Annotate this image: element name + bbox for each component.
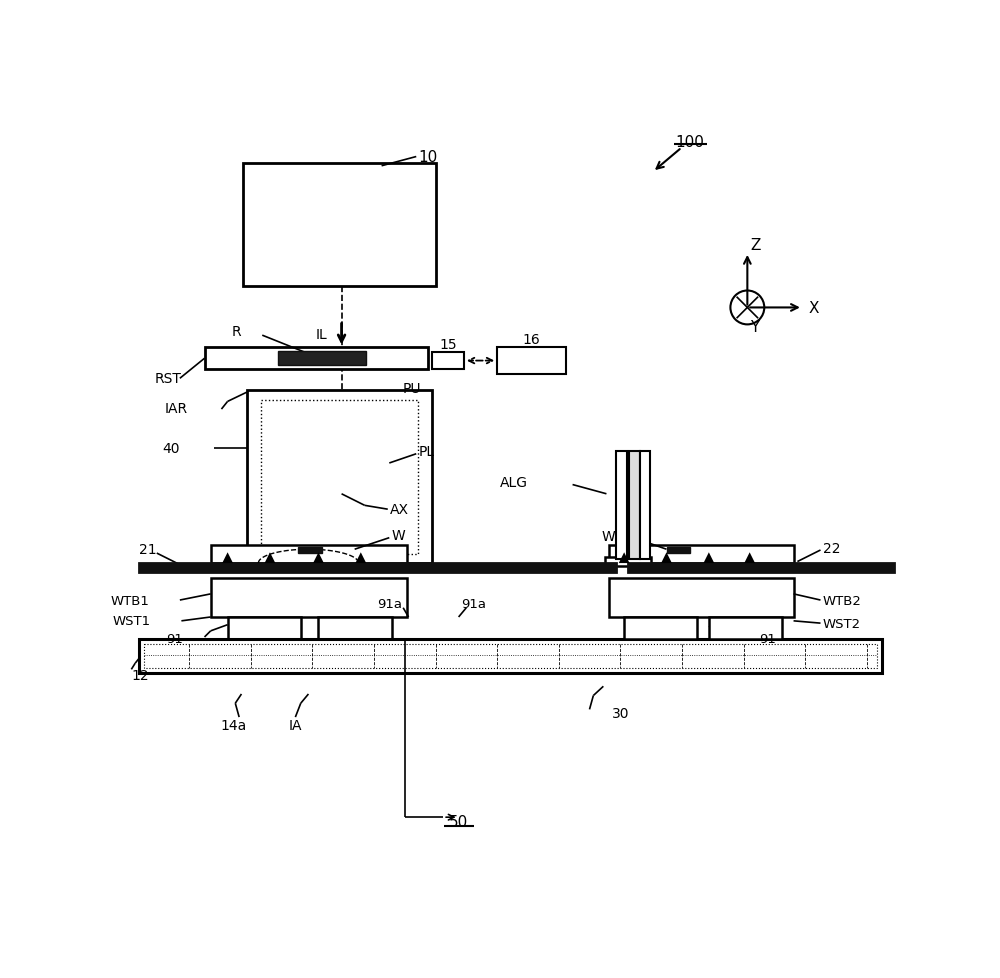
Text: 91: 91 xyxy=(166,633,183,645)
Text: Y: Y xyxy=(750,320,760,334)
Text: R: R xyxy=(232,325,242,338)
Text: 100: 100 xyxy=(675,135,704,150)
Bar xyxy=(616,452,627,559)
Text: 21: 21 xyxy=(139,543,157,556)
Text: W: W xyxy=(601,530,615,544)
Text: 22: 22 xyxy=(823,541,840,556)
Bar xyxy=(211,579,407,617)
Text: WTB2: WTB2 xyxy=(823,594,862,607)
Polygon shape xyxy=(265,553,275,563)
Bar xyxy=(497,347,566,375)
Text: 16: 16 xyxy=(523,333,541,346)
Text: 14a: 14a xyxy=(221,718,247,732)
Bar xyxy=(640,452,650,559)
Polygon shape xyxy=(703,553,714,563)
Text: IL: IL xyxy=(316,328,328,341)
Text: AX: AX xyxy=(390,503,409,516)
Polygon shape xyxy=(355,553,366,563)
Bar xyxy=(605,557,651,566)
Text: 50: 50 xyxy=(449,815,468,829)
Text: PU: PU xyxy=(402,381,421,395)
Text: 15: 15 xyxy=(439,338,457,352)
Text: IAR: IAR xyxy=(164,401,188,415)
Bar xyxy=(144,645,877,668)
Bar xyxy=(318,617,392,639)
Text: 12: 12 xyxy=(131,669,149,683)
Text: WST2: WST2 xyxy=(823,617,861,630)
Text: RST: RST xyxy=(154,372,181,386)
Bar xyxy=(666,548,690,554)
Text: 91: 91 xyxy=(759,633,776,645)
Bar xyxy=(624,617,697,639)
Text: 91a: 91a xyxy=(377,597,402,610)
Bar xyxy=(609,579,794,617)
Text: WTB1: WTB1 xyxy=(110,594,149,607)
Bar xyxy=(278,352,366,366)
Polygon shape xyxy=(313,553,324,563)
Bar xyxy=(139,639,882,674)
Text: ALG: ALG xyxy=(500,475,528,490)
Bar xyxy=(709,617,782,639)
Polygon shape xyxy=(222,553,233,563)
Polygon shape xyxy=(619,553,630,563)
Text: WST1: WST1 xyxy=(112,615,151,628)
Bar xyxy=(139,563,616,573)
Bar xyxy=(211,546,407,563)
Text: IA: IA xyxy=(289,718,302,732)
Bar xyxy=(261,400,418,555)
Bar xyxy=(298,548,322,554)
Bar xyxy=(247,390,432,563)
Bar xyxy=(243,163,436,287)
Text: Z: Z xyxy=(750,238,761,252)
Text: 10: 10 xyxy=(419,150,438,165)
Bar xyxy=(629,452,640,559)
Bar xyxy=(432,353,464,370)
Polygon shape xyxy=(744,553,755,563)
Bar xyxy=(228,617,301,639)
Text: PL: PL xyxy=(419,445,435,459)
Polygon shape xyxy=(661,553,672,563)
Text: 30: 30 xyxy=(612,706,629,721)
Text: W: W xyxy=(392,529,405,543)
Text: 91a: 91a xyxy=(462,597,487,610)
Bar xyxy=(205,348,428,370)
Bar xyxy=(609,546,794,563)
Text: 40: 40 xyxy=(162,441,180,455)
Bar xyxy=(628,563,894,573)
Text: X: X xyxy=(809,300,819,316)
